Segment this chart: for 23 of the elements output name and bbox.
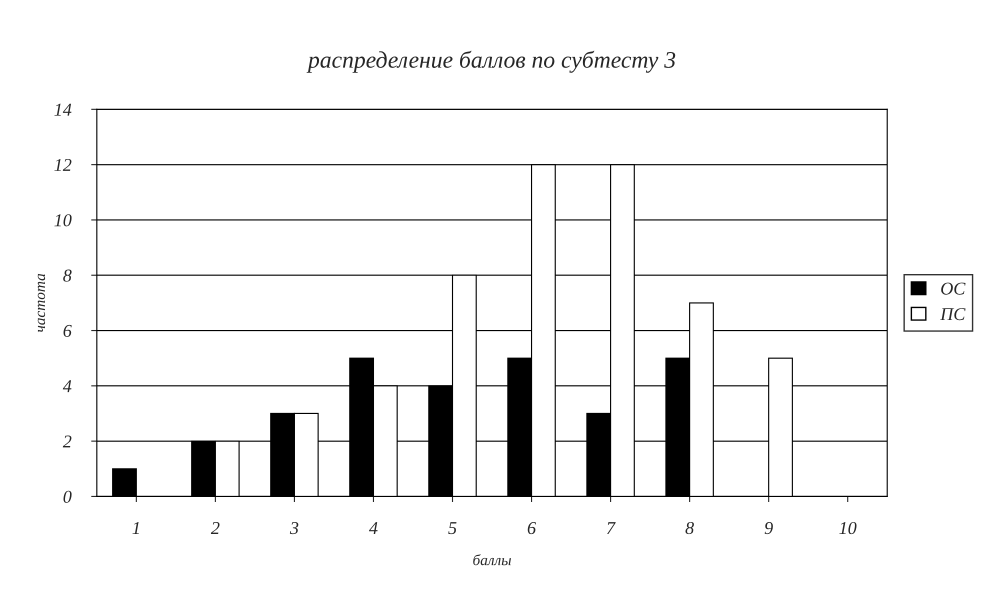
y-tick-label: 2 (62, 435, 72, 448)
x-tick-label: 10 (839, 522, 857, 534)
x-tick-label: 3 (290, 522, 298, 534)
y-tick-label: 4 (62, 380, 72, 392)
chart-title: распределение баллов по субтесту 3 (306, 50, 676, 73)
x-tick-label: 5 (448, 522, 456, 534)
x-tick-label: 1 (132, 522, 139, 534)
x-tick-label: 7 (607, 522, 616, 534)
y-tick-label: 0 (63, 490, 72, 503)
y-tick-label: 10 (54, 214, 72, 226)
y-axis-title: частота (38, 274, 46, 332)
x-tick-label: 6 (528, 522, 536, 534)
x-tick-label: 2 (210, 522, 220, 534)
y-tick-label: 8 (63, 269, 72, 282)
legend-label: ПС (940, 308, 966, 320)
x-tick-label: 9 (764, 522, 773, 534)
x-axis-title: баллы (473, 554, 511, 566)
x-tick-label: 4 (368, 522, 378, 534)
y-tick-label: 12 (54, 158, 72, 171)
legend-label: ОС (941, 282, 966, 295)
y-tick-label: 6 (64, 324, 72, 337)
y-tick-label: 14 (54, 104, 72, 116)
x-tick-label: 8 (685, 522, 694, 534)
